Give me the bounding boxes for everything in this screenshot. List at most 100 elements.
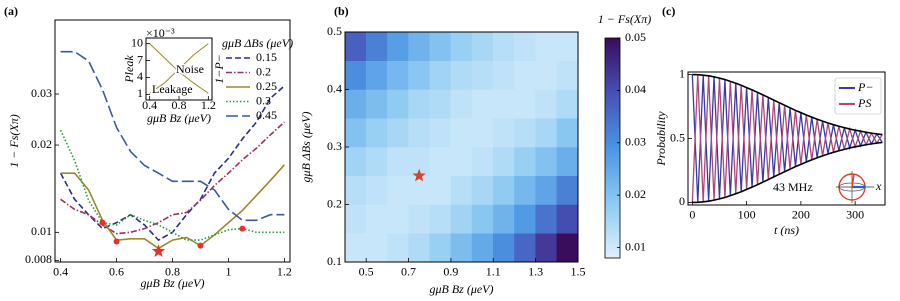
panel-label: (c) — [662, 4, 675, 18]
heatmap-cell — [471, 175, 494, 205]
optimum-marker — [99, 219, 106, 226]
x-tick-label: 100 — [738, 208, 756, 222]
heatmap-cell — [471, 60, 494, 90]
heatmap-cell — [493, 204, 515, 234]
y-tick-label: 0.02 — [31, 137, 52, 151]
heatmap-cell — [408, 175, 430, 205]
x-tick-label: 0.8 — [172, 98, 187, 112]
heatmap-cell — [344, 118, 367, 148]
series-line — [149, 43, 209, 94]
legend-label: 0.15 — [256, 50, 277, 64]
heatmap-cell — [471, 118, 494, 148]
heatmap-cell — [450, 233, 473, 263]
heatmap-cell — [556, 89, 579, 119]
envelope-line — [692, 73, 883, 136]
x-tick-label: 0.9 — [443, 265, 458, 279]
heatmap-cell — [450, 31, 473, 61]
x-axis-label: gμB Bz (μeV) — [140, 276, 204, 290]
x-tick-label: 1.3 — [528, 265, 543, 279]
x-tick-label: 1.2 — [201, 98, 216, 112]
series-line — [59, 129, 285, 241]
y-tick-label: 10 — [131, 35, 143, 49]
heatmap-cell — [535, 175, 558, 205]
y-tick-label: 0.01 — [31, 224, 52, 238]
x-tick-label: 300 — [846, 208, 864, 222]
heatmap-cell — [556, 146, 579, 176]
heatmap-cell — [365, 118, 388, 148]
line-annotation: Leakage — [152, 82, 193, 96]
colorbar-tick-label: 0.05 — [625, 30, 646, 44]
colorbar — [604, 37, 621, 259]
y-tick-label: 0.3 — [327, 139, 342, 153]
y-tick-label: 0.1 — [327, 254, 342, 268]
y-axis-label: Pleak — [122, 55, 136, 84]
colorbar-tick-label: 0.01 — [625, 239, 646, 253]
heatmap-cell — [556, 31, 579, 61]
optimum-marker — [197, 242, 204, 249]
heatmap-cell — [471, 233, 494, 263]
heatmap-cell — [429, 175, 452, 205]
heatmap-cell — [429, 146, 452, 176]
heatmap-cell — [514, 118, 536, 148]
heatmap-cell — [514, 233, 536, 263]
heatmap-cell — [387, 146, 409, 176]
plot-layer — [59, 50, 285, 250]
y2-axis-label: 1−P− — [212, 54, 226, 84]
heatmap-cell — [493, 233, 515, 263]
bloch-rotation — [851, 173, 855, 188]
heatmap-cell — [535, 146, 558, 176]
heatmap-cell — [429, 31, 452, 61]
plot-layer — [149, 43, 209, 94]
heatmap-cell — [556, 233, 579, 263]
heatmap-cell — [387, 175, 409, 205]
heatmap-cell — [387, 233, 409, 263]
envelope-line — [692, 141, 883, 204]
x-tick-label: 0.7 — [401, 265, 416, 279]
heatmap-cell — [344, 146, 367, 176]
heatmap-cell — [365, 89, 388, 119]
x-axis-label: gμB Bz (μeV) — [429, 282, 493, 296]
x-axis-label: gμB Bz (μeV) — [147, 111, 211, 125]
heatmap-cell — [535, 89, 558, 119]
heatmap-cell — [365, 204, 388, 234]
colorbar-tick-label: 0.03 — [625, 135, 646, 149]
x-tick-label: 0.4 — [53, 265, 68, 279]
heatmap-cell — [365, 31, 388, 61]
heatmap-cell — [387, 89, 409, 119]
heatmap-cell — [493, 89, 515, 119]
legend-label: 0.45 — [256, 108, 277, 122]
y-tick-label: 1 — [137, 86, 143, 100]
x-tick-label: 200 — [792, 208, 810, 222]
y-tick-label: 0.008 — [25, 252, 52, 266]
panel-label: (b) — [334, 4, 349, 18]
heatmap-cell — [514, 204, 536, 234]
heatmap-cell — [408, 89, 430, 119]
heatmap-cell — [429, 89, 452, 119]
heatmap-cell — [450, 204, 473, 234]
heatmap-cell — [535, 118, 558, 148]
heatmap-cell — [344, 175, 367, 205]
heatmap-cell — [493, 60, 515, 90]
scale-label: ×10⁻³ — [146, 26, 175, 40]
legend-label: 0.25 — [256, 79, 277, 93]
heatmap-cell — [493, 31, 515, 61]
y-tick-label: 0.5 — [670, 130, 685, 144]
heatmap-cell — [344, 60, 367, 90]
plot-layer — [691, 73, 883, 204]
heatmap-cell — [344, 204, 367, 234]
colorbar-tick-label: 0.04 — [625, 82, 646, 96]
heatmap-cell — [556, 175, 579, 205]
heatmap-cell — [514, 60, 536, 90]
heatmap-cell — [535, 60, 558, 90]
optimum-marker — [113, 238, 120, 245]
y-tick-label: 0.4 — [327, 81, 342, 95]
heatmap-cell — [365, 146, 388, 176]
heatmap-cell — [387, 204, 409, 234]
heatmap-cell — [387, 118, 409, 148]
heatmap-cell — [493, 118, 515, 148]
heatmap-cell — [493, 146, 515, 176]
heatmap-cell — [514, 146, 536, 176]
y-tick-label: 4 — [137, 69, 143, 83]
x-tick-label: 1.5 — [571, 265, 586, 279]
heatmap-cell — [450, 60, 473, 90]
